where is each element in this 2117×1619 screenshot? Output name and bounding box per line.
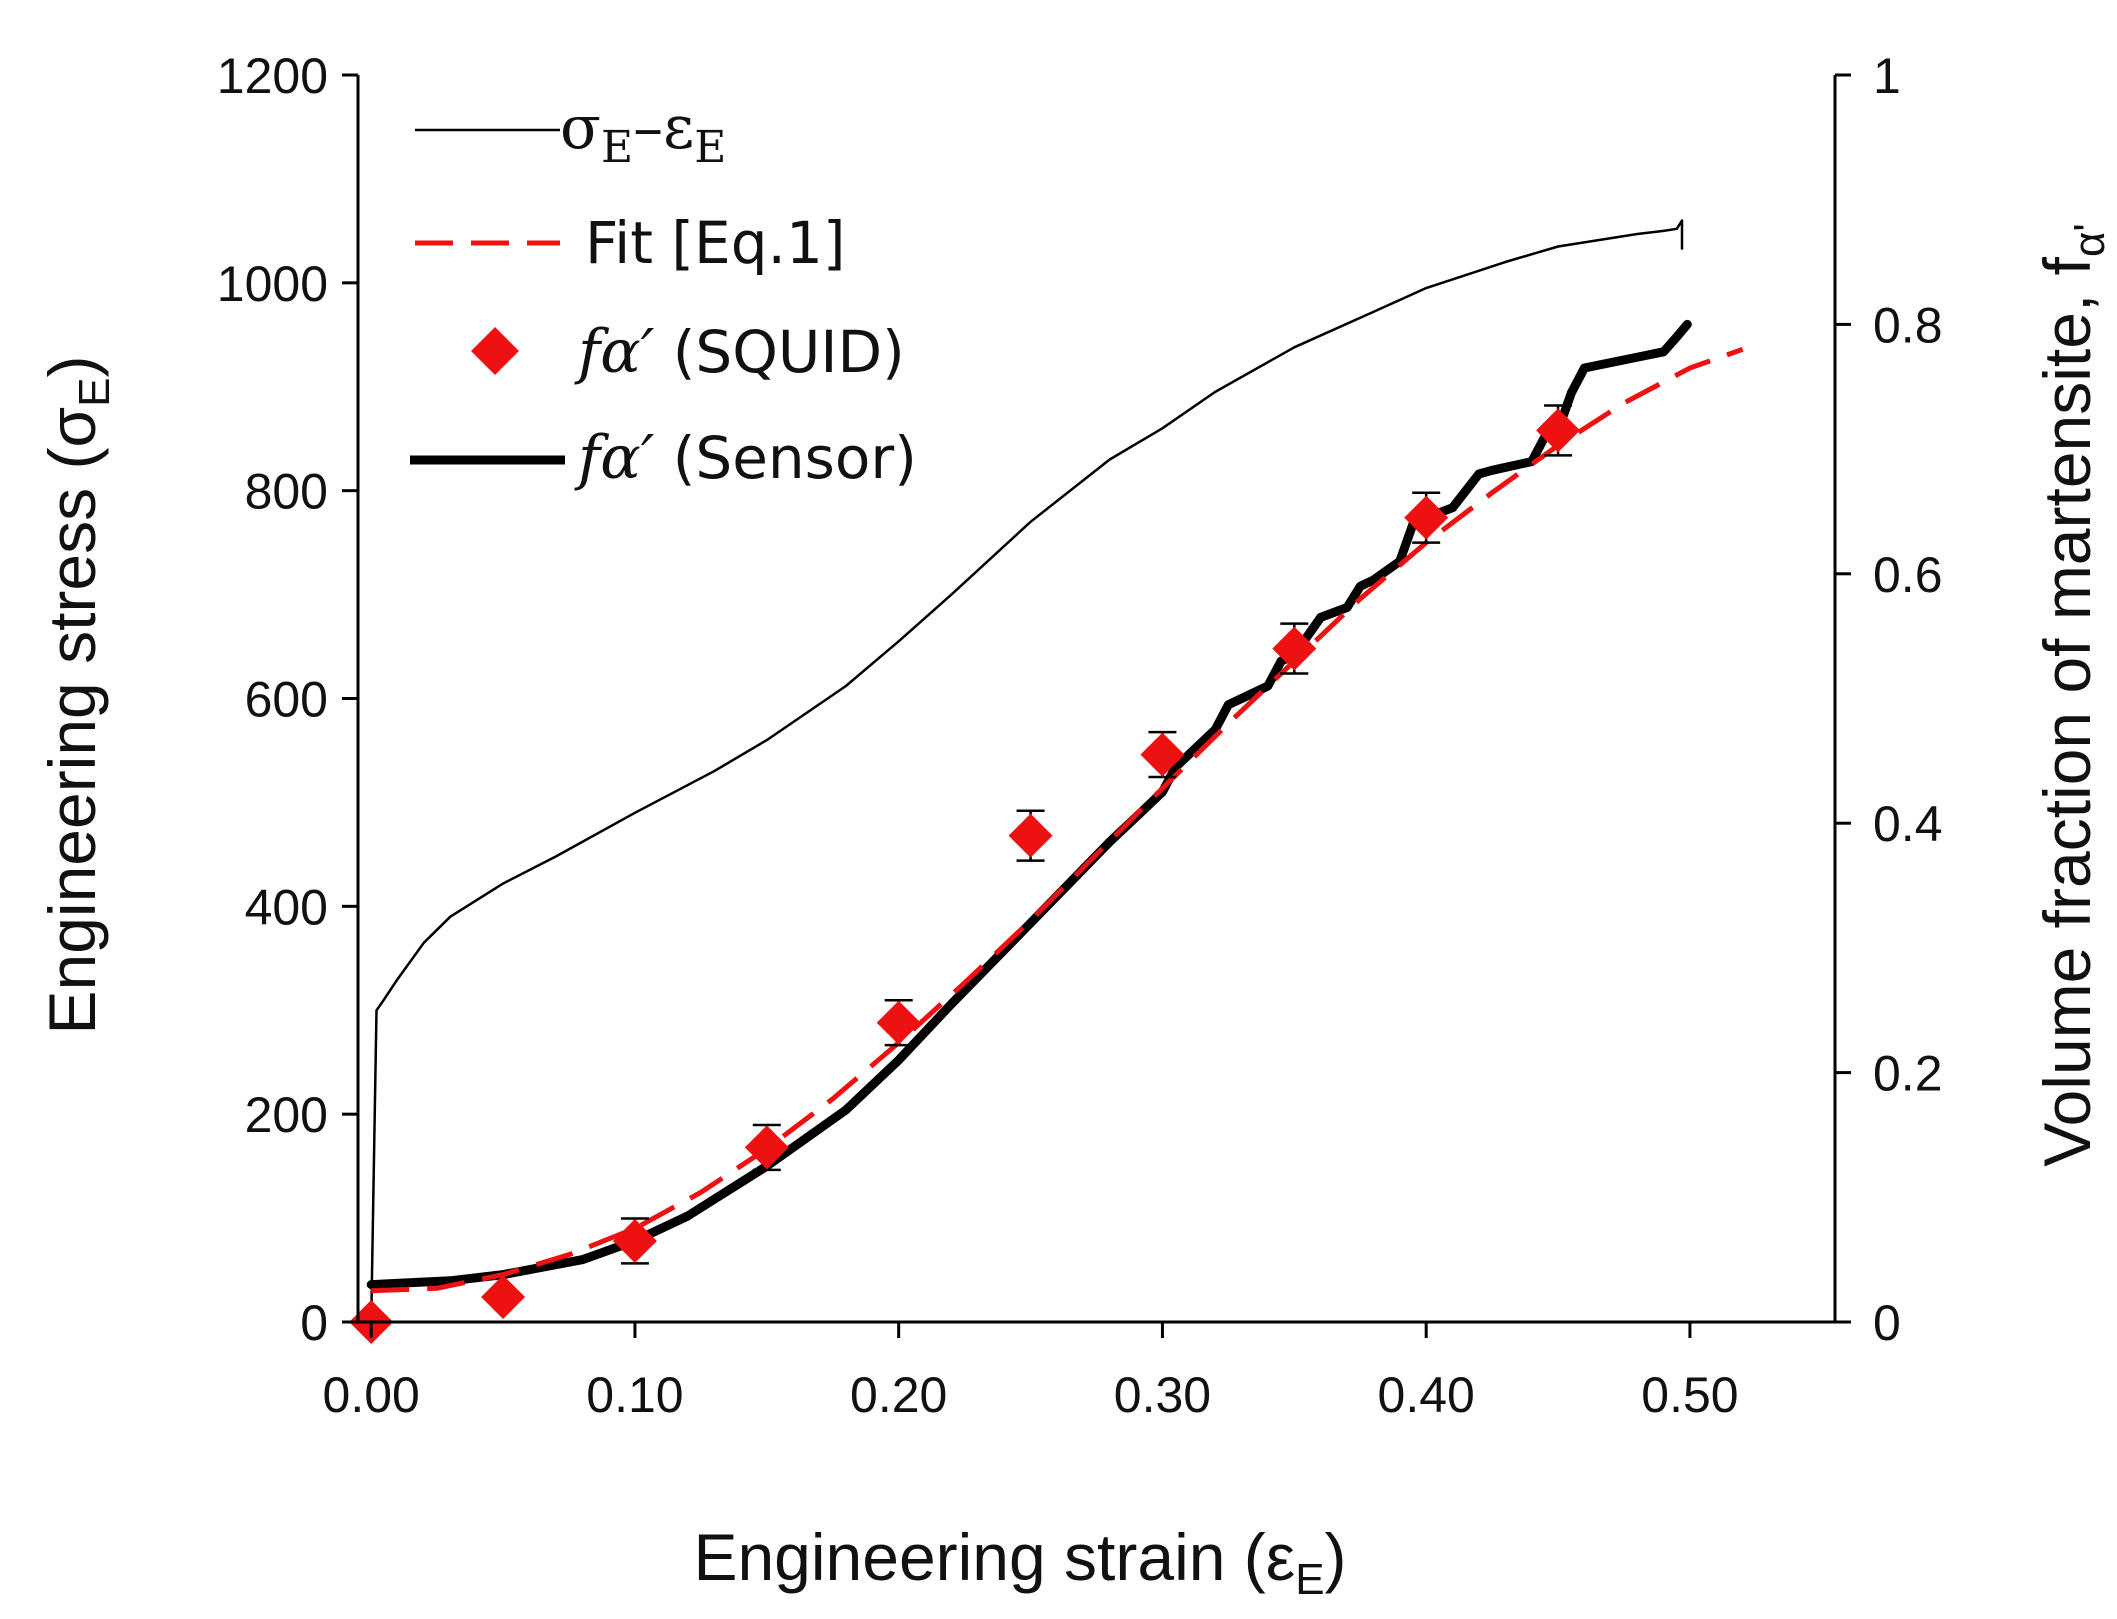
x-tick-label: 0.10 — [586, 1367, 683, 1423]
squid-point — [1404, 495, 1449, 540]
series-stress-line — [369, 219, 1684, 1323]
x-axis-title: Engineering strain (εE) — [693, 1520, 1346, 1604]
y-left-tick-label: 400 — [245, 879, 328, 935]
series-sensor-line — [366, 319, 1692, 1290]
squid-point — [876, 1000, 921, 1045]
squid-point — [1140, 732, 1185, 777]
y-left-tick-label: 200 — [245, 1087, 328, 1143]
y-right-tick-label: 0.6 — [1873, 547, 1943, 603]
y-left-tick-label: 1200 — [217, 48, 328, 104]
squid-point — [1008, 813, 1053, 858]
legend-fit-label: Fit [Eq.1] — [585, 209, 846, 277]
y-right-tick-label: 0.2 — [1873, 1046, 1943, 1102]
legend-sensor-label: fα′ (Sensor) — [574, 423, 917, 493]
y-left-tick-label: 0 — [300, 1295, 328, 1351]
series-fit-line — [371, 346, 1744, 1294]
squid-point — [612, 1218, 657, 1263]
x-tick-label: 0.00 — [323, 1367, 420, 1423]
x-tick-label: 0.20 — [850, 1367, 947, 1423]
y-left-tick-label: 800 — [245, 464, 328, 520]
squid-point — [481, 1275, 526, 1320]
y-right-tick-label: 0.4 — [1873, 796, 1943, 852]
legend-squid-marker — [471, 327, 519, 375]
y-right-tick-label: 0.8 — [1873, 297, 1943, 353]
y-left-tick-label: 1000 — [217, 256, 328, 312]
squid-point — [1536, 408, 1581, 453]
legend-stress-label: σE–εE — [560, 93, 726, 173]
y-left-axis-title: Engineering stress (σE) — [35, 355, 119, 1034]
y-left-tick-label: 600 — [245, 672, 328, 728]
legend-squid-label: fα′ (SQUID) — [574, 317, 905, 387]
squid-point — [1272, 626, 1317, 671]
legend: σE–εE Fit [Eq.1] fα′ (SQUID) fα′ (Sensor… — [410, 93, 917, 493]
y-right-tick-label: 0 — [1873, 1295, 1901, 1351]
squid-point — [744, 1125, 789, 1170]
x-tick-label: 0.40 — [1378, 1367, 1475, 1423]
y-right-axis-title: Volume fraction of martensite, fα' — [2030, 223, 2114, 1167]
x-tick-label: 0.50 — [1641, 1367, 1738, 1423]
axes: 0.00 0.10 0.20 0.30 0.40 0.500200400600800100… — [217, 48, 1943, 1423]
plot-marks — [349, 219, 1744, 1344]
y-right-tick-label: 1 — [1873, 48, 1901, 104]
x-tick-label: 0.30 — [1114, 1367, 1211, 1423]
